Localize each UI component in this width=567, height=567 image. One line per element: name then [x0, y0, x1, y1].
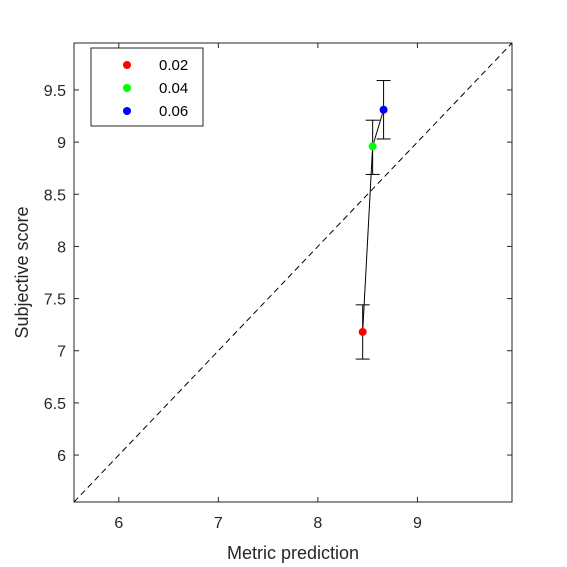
- data-point: [358, 327, 367, 336]
- y-tick-label: 9: [57, 135, 66, 152]
- y-tick-label: 7: [57, 344, 66, 361]
- x-axis-label: Metric prediction: [227, 543, 359, 563]
- plot-area: 6 7 8 9 6 6.5 7 7.5 8 8.5 9 9.5 0.02 0.04 0.06: [44, 42, 513, 532]
- legend-marker: [123, 84, 131, 92]
- y-tick-label: 6: [57, 448, 66, 465]
- legend-box: [90, 47, 204, 127]
- legend-label: 0.02: [159, 57, 188, 74]
- y-tick-label: 7.5: [44, 292, 66, 309]
- y-tick-label: 8.5: [44, 187, 66, 204]
- legend-label: 0.04: [159, 80, 188, 97]
- x-tick-label: 6: [114, 515, 123, 532]
- legend-label: 0.06: [159, 103, 188, 120]
- data-point: [368, 142, 377, 151]
- x-tick-label: 9: [413, 515, 422, 532]
- data-point: [379, 105, 388, 114]
- identity-line: [73, 42, 513, 503]
- y-axis-label: Subjective score: [12, 206, 32, 338]
- legend-marker: [123, 61, 131, 69]
- y-tick-label: 8: [57, 239, 66, 256]
- x-tick-label: 8: [313, 515, 322, 532]
- x-tick-label: 7: [214, 515, 223, 532]
- y-tick-label: 9.5: [44, 83, 66, 100]
- y-tick-label: 6.5: [44, 396, 66, 413]
- legend-marker: [123, 107, 131, 115]
